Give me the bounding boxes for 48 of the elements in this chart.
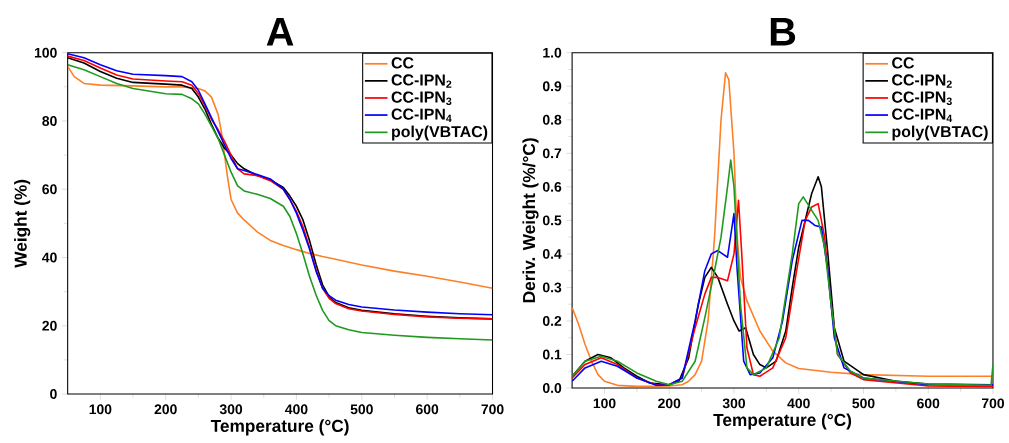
legend-label: CC [892,57,915,69]
x-tick-label: 200 [658,398,681,409]
y-tick-label: 60 [42,184,57,195]
y-tick-label: 0.4 [542,249,562,259]
y-tick-label: 0.0 [542,383,562,394]
legend-label: CC-IPN$_{3}$ [892,91,952,106]
legend-label: CC-IPN$_{2}$ [892,74,952,88]
y-tick-label: 0 [50,389,57,400]
legend-label: CC-IPN$_{2}$ [391,74,452,88]
y-tick-label: 0.2 [542,316,562,327]
x-tick-label: 300 [722,398,746,409]
legend-label: CC-IPN$_{4}$ [892,108,953,123]
y-tick-label: 20 [42,320,57,331]
y-tick-label: 0.5 [542,215,562,226]
line-series [572,72,993,388]
chart-title: B [770,18,796,46]
x-tick-label: 500 [350,404,373,415]
y-tick-label: 80 [42,116,57,127]
legend-label: CC-IPN$_{3}$ [391,91,452,106]
y-tick-label: 1.0 [543,47,562,58]
x-tick-label: 300 [219,404,243,415]
y-tick-label: 0.9 [542,81,562,92]
chart-title: A [266,18,294,46]
y-tick-label: 0.7 [542,148,562,159]
x-tick-label: 600 [917,398,940,409]
legend-label: poly(VBTAC) [892,125,988,141]
x-tick-label: 700 [481,404,504,415]
x-tick-label: 500 [852,398,875,409]
y-tick-label: 0.8 [542,114,562,125]
x-axis-title: Temperature (°C) [713,413,852,430]
x-tick-label: 100 [89,404,112,415]
legend-label: CC [391,57,414,69]
x-tick-label: 700 [981,398,1005,409]
y-axis-title: Weight (%) [14,179,31,268]
y-axis-title: Deriv. Weight (%/°C) [522,138,539,303]
y-tick-label: 0.1 [542,349,562,360]
x-tick-label: 200 [154,404,177,415]
legend-label: CC-IPN$_{4}$ [391,108,452,123]
x-tick-label: 400 [285,404,308,415]
y-tick-label: 0.6 [542,182,562,192]
y-tick-label: 40 [42,252,57,263]
x-tick-label: 600 [416,404,439,415]
y-tick-label: 100 [34,47,57,58]
y-tick-label: 0.3 [542,282,562,293]
x-tick-label: 400 [787,398,810,409]
x-axis-title: Temperature (°C) [210,419,349,436]
legend-label: poly(VBTAC) [392,125,488,141]
x-tick-label: 100 [593,398,616,409]
